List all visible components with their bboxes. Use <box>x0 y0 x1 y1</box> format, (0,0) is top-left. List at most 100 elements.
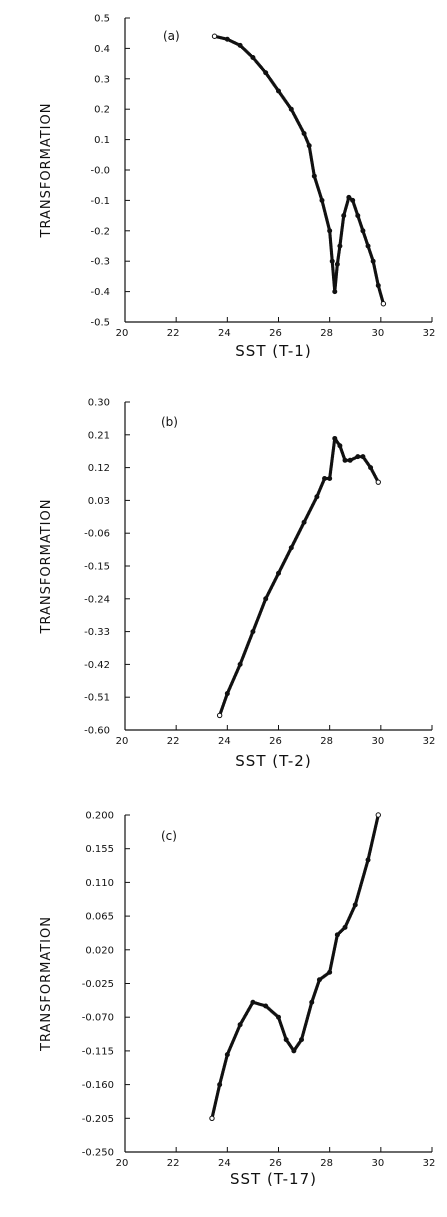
data-point <box>346 194 352 200</box>
y-tick-label: -0.0 <box>90 166 110 177</box>
y-tick-label: -0.15 <box>84 562 110 573</box>
x-tick-label: 22 <box>167 328 180 339</box>
y-tick-label: -0.2 <box>90 226 110 237</box>
y-tick-label: -0.1 <box>90 196 110 207</box>
panel-c: 0.200 0.155 0.110 0.065 0.020 -0.025 -0.070 -0.… <box>39 811 435 1189</box>
y-axis-title: TRANSFORMATION <box>39 103 54 239</box>
y-tick-label: 0.4 <box>94 44 110 55</box>
data-point <box>301 131 307 137</box>
data-point <box>276 570 281 576</box>
y-tick-label: 0.03 <box>88 496 110 507</box>
data-point <box>217 1082 223 1088</box>
panel-label: (a) <box>163 29 180 43</box>
data-point <box>337 243 343 249</box>
data-point <box>299 1037 305 1043</box>
data-point <box>237 661 243 667</box>
data-point <box>314 494 320 500</box>
data-point <box>263 596 269 602</box>
data-point <box>311 173 317 179</box>
y-tick-label: 0.110 <box>85 878 114 889</box>
x-tick-label: 26 <box>269 736 282 747</box>
x-tick-label: 32 <box>423 1158 436 1169</box>
data-point <box>327 476 333 482</box>
data-point <box>350 197 356 203</box>
x-tick-label: 30 <box>371 736 384 747</box>
y-tick-label: -0.33 <box>84 627 110 638</box>
data-point <box>250 629 256 635</box>
data-point <box>332 435 338 441</box>
data-point <box>250 55 256 61</box>
data-point <box>342 457 348 463</box>
data-point <box>276 88 281 94</box>
y-tick-label: -0.60 <box>84 726 110 737</box>
x-tick-label: 32 <box>423 328 436 339</box>
data-point <box>224 36 230 42</box>
y-tick-label: -0.115 <box>82 1046 114 1057</box>
data-point <box>309 999 315 1005</box>
data-point <box>224 691 230 697</box>
x-tick-label: 26 <box>269 1158 282 1169</box>
y-tick-label: -0.5 <box>90 318 110 329</box>
x-tick-label: 32 <box>423 736 436 747</box>
panel-label: (b) <box>161 415 178 429</box>
x-axis-title: SST (T-17) <box>230 1170 317 1188</box>
data-point <box>250 999 256 1005</box>
data-point <box>332 289 338 295</box>
y-tick-label: 0.3 <box>94 74 110 85</box>
y-tick-label: -0.42 <box>84 660 110 671</box>
x-tick-label: 22 <box>167 1158 180 1169</box>
x-tick-label: 26 <box>269 328 282 339</box>
data-point <box>360 228 366 234</box>
y-axis-title: TRANSFORMATION <box>39 916 54 1052</box>
data-point <box>211 33 218 39</box>
data-point <box>327 969 333 975</box>
y-tick-label: 0.1 <box>94 135 110 146</box>
data-point <box>319 197 325 203</box>
x-tick-label: 20 <box>116 1158 129 1169</box>
data-point <box>283 1037 289 1043</box>
data-point <box>370 258 376 264</box>
y-tick-label: -0.070 <box>82 1013 114 1024</box>
x-tick-label: 28 <box>320 736 333 747</box>
x-tick-label: 28 <box>320 1158 333 1169</box>
x-axis-title: SST (T-2) <box>235 752 311 770</box>
y-tick-label: -0.205 <box>82 1114 114 1125</box>
y-tick-label: 0.30 <box>88 398 110 409</box>
x-tick-label: 22 <box>167 736 180 747</box>
data-point <box>375 479 381 485</box>
panel-a: 0.5 0.4 0.3 0.2 0.1 -0.0 -0.1 -0.2 -0.3 -0.4 -0.5 2… <box>39 14 435 361</box>
y-tick-label: -0.4 <box>90 287 110 298</box>
data-point <box>306 143 312 149</box>
data-point <box>237 42 243 48</box>
data-point <box>360 454 366 460</box>
data-point <box>322 476 328 482</box>
x-tick-label: 24 <box>218 736 231 747</box>
data-point <box>365 857 371 863</box>
y-tick-label: 0.020 <box>85 945 114 956</box>
data-point <box>368 465 374 471</box>
x-axis-title: SST (T-1) <box>235 342 311 360</box>
y-tick-label: 0.065 <box>85 912 114 923</box>
y-tick-label: 0.12 <box>88 463 110 474</box>
panel-label: (c) <box>161 829 177 843</box>
y-tick-label: -0.51 <box>84 693 110 704</box>
y-axis-title: TRANSFORMATION <box>39 499 54 635</box>
data-point <box>329 258 335 264</box>
data-point <box>352 902 358 908</box>
data-point <box>365 243 371 249</box>
data-point <box>237 1022 243 1028</box>
data-point <box>263 70 269 76</box>
data-point <box>288 106 294 112</box>
y-tick-label: 0.5 <box>94 14 110 25</box>
y-tick-label: 0.200 <box>85 811 114 822</box>
data-point <box>337 443 343 449</box>
data-point <box>347 457 353 463</box>
data-point <box>375 283 381 289</box>
x-tick-label: 24 <box>218 1158 231 1169</box>
data-point <box>288 545 294 551</box>
y-tick-label: -0.3 <box>90 257 110 268</box>
data-point <box>327 228 333 234</box>
x-tick-label: 28 <box>320 328 333 339</box>
data-point <box>316 977 322 983</box>
